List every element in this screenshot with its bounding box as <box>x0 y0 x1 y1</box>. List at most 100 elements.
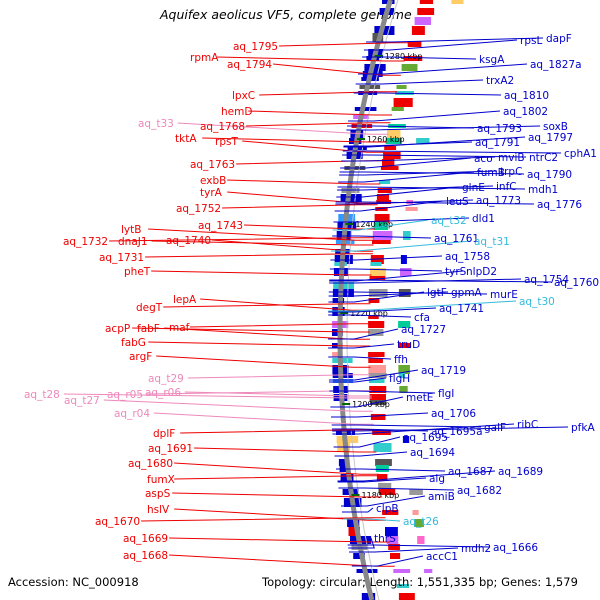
reverse-feature-block <box>382 159 395 166</box>
right-label-connector <box>329 377 387 383</box>
right-label-connector <box>335 201 535 205</box>
left-feature-label: exbB <box>200 175 226 187</box>
left-feature-label: argF <box>129 351 152 363</box>
left-label-connector <box>273 63 401 76</box>
right-label-connector <box>331 240 472 252</box>
left-feature-label: aq_1794 <box>227 59 272 71</box>
gc-skew-block <box>451 0 464 4</box>
map-title: Aquifex aeolicus VF5, complete genome <box>160 7 412 22</box>
right-feature-label: accC1 <box>426 551 458 563</box>
left-feature-label: aq_1668 <box>123 550 168 562</box>
right-feature-label: mdh2 <box>461 543 491 555</box>
accession-text: Accession: NC_000918 <box>8 575 139 589</box>
right-feature-label: aq_t31 <box>474 236 510 248</box>
reverse-feature-block <box>417 8 435 15</box>
right-label-connector <box>348 110 501 122</box>
right-feature-label: aq_t32 <box>431 215 467 227</box>
right-feature-label: amiB <box>428 491 455 503</box>
reverse-feature-block <box>386 536 399 544</box>
right-label-connector <box>334 200 444 212</box>
reverse-feature-block <box>373 222 389 230</box>
right-label-connector <box>353 92 502 96</box>
forward-feature-block <box>338 459 350 466</box>
reverse-feature-block <box>378 180 391 184</box>
forward-feature-block <box>332 352 343 357</box>
left-feature-label: aq_t27 <box>64 395 100 407</box>
right-feature-label: ksgA <box>479 54 505 66</box>
left-label-connector <box>153 412 374 425</box>
right-feature-label: tyrS <box>445 266 467 278</box>
right-feature-label: aq_1682 <box>457 485 502 497</box>
reverse-feature-block <box>368 329 384 336</box>
left-feature-label: tktA <box>175 133 197 145</box>
right-label-connector <box>343 518 401 522</box>
right-feature-label: aq_1791 <box>475 137 520 149</box>
reverse-feature-block <box>407 41 422 47</box>
position-tick-label: 1280 kbp <box>385 52 423 61</box>
left-label-connector <box>184 391 372 397</box>
gc-skew-block <box>398 343 411 348</box>
reverse-feature-block <box>398 593 415 600</box>
reverse-feature-block <box>369 386 387 393</box>
gc-skew-block <box>403 231 411 240</box>
reverse-feature-block <box>382 510 399 515</box>
right-feature-label: flgH <box>389 373 410 385</box>
right-label-connector <box>328 291 488 295</box>
left-feature-label: dplF <box>153 428 175 440</box>
gc-skew-block <box>398 321 411 328</box>
left-label-connector <box>194 447 377 453</box>
position-ticks: 1280 kbp 1260 kbp 1240 kbp 1220 kbp 1200 kbp… <box>340 52 422 500</box>
gc-skew-block <box>405 207 418 211</box>
right-label-connector <box>328 343 395 349</box>
gc-skew-block <box>414 519 424 527</box>
right-feature-label: aq_1827a <box>530 59 582 71</box>
left-label-connector <box>109 237 375 242</box>
forward-feature-block <box>340 194 362 202</box>
left-label-connector <box>222 204 378 209</box>
gc-skew-block <box>400 255 407 264</box>
left-feature-label: fabG <box>121 337 146 349</box>
right-feature-label: cphA1 <box>564 148 597 160</box>
right-label-connector <box>337 470 496 482</box>
right-feature-label: leuS <box>446 196 469 208</box>
reverse-feature-block <box>403 56 423 61</box>
left-feature-label: rpmA <box>190 52 219 64</box>
right-label-connector <box>365 37 544 43</box>
left-label-connector <box>246 122 391 127</box>
right-label-connector <box>342 154 527 158</box>
left-label-connector <box>189 323 371 328</box>
right-feature-label: aq_1689 <box>498 466 543 478</box>
reverse-feature-block <box>374 214 390 223</box>
reverse-feature-block <box>391 107 404 111</box>
right-feature-label: ffh <box>394 354 408 366</box>
right-feature-label: ribC <box>517 419 538 431</box>
right-label-connector <box>355 79 484 85</box>
right-feature-label: fumB <box>477 167 505 179</box>
right-label-connector <box>347 544 491 548</box>
left-feature-label: rpsT <box>215 136 238 148</box>
right-feature-label: aq_1793 <box>477 123 522 135</box>
left-feature-label: lytB <box>121 224 141 236</box>
right-label-connector <box>339 171 525 175</box>
right-label-connector <box>328 328 399 340</box>
left-label-connector <box>145 253 373 258</box>
right-label-connector <box>330 255 443 261</box>
left-label-connector <box>180 429 375 434</box>
left-feature-label: tyrA <box>200 187 223 199</box>
right-feature-label: aq_1706 <box>431 408 476 420</box>
right-feature-label: aq_1758 <box>445 251 490 263</box>
right-feature-label: aq_1802 <box>503 106 548 118</box>
left-feature-label: maf <box>169 322 190 334</box>
right-label-connector <box>328 291 425 303</box>
right-label-connector <box>341 495 426 507</box>
right-label-connector <box>332 426 569 432</box>
right-feature-label: aq_1776 <box>537 199 582 211</box>
reverse-feature-block <box>380 166 399 170</box>
position-tick-label: 1260 kbp <box>367 135 405 144</box>
reverse-feature-block <box>378 483 392 492</box>
reverse-feature-block <box>414 17 432 25</box>
right-label-connector <box>329 279 552 283</box>
right-label-connector <box>330 396 404 408</box>
right-feature-label: aco <box>474 153 493 165</box>
